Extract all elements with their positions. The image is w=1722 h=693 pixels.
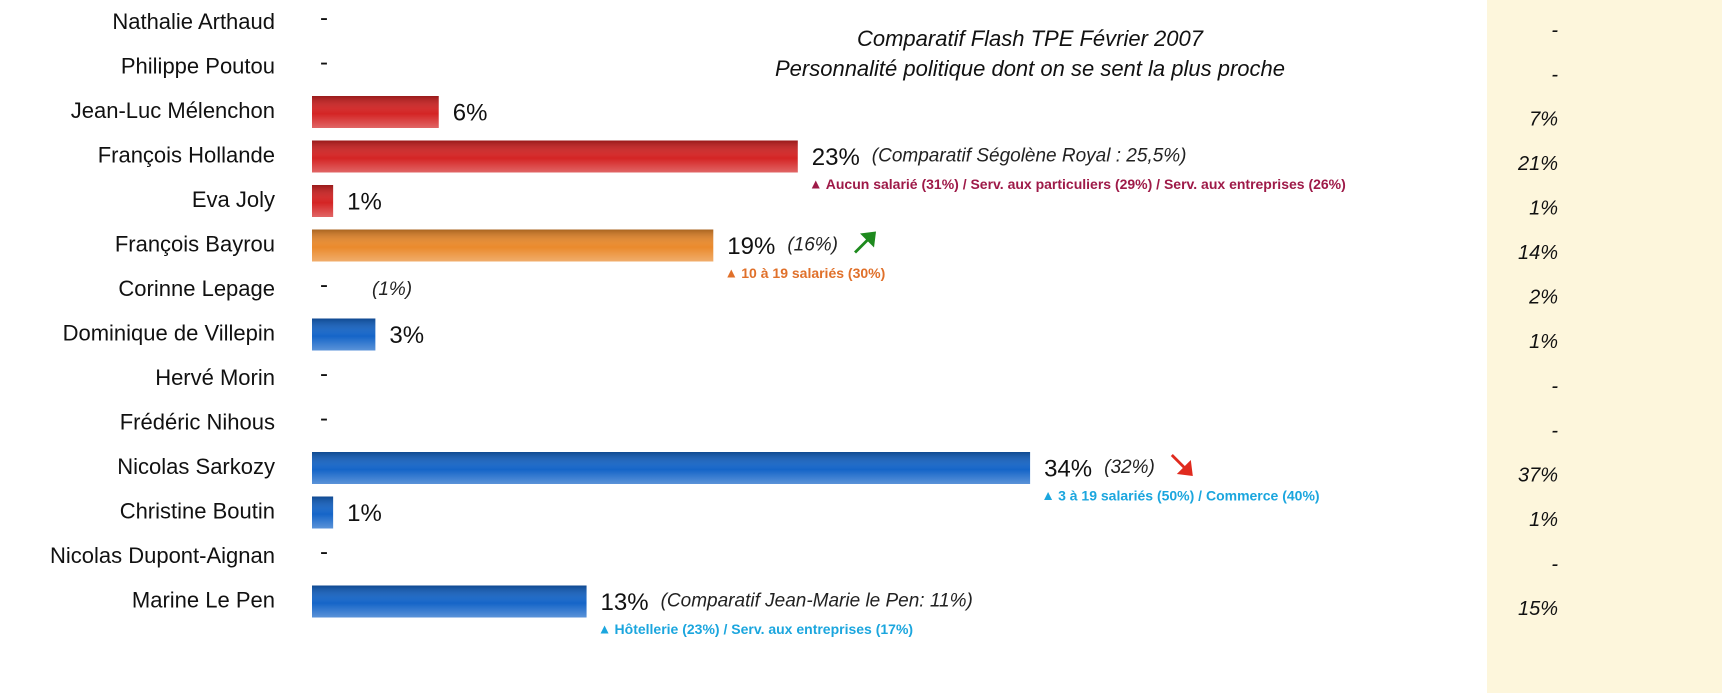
bar-shade: [312, 229, 714, 262]
value-label: -: [320, 4, 328, 31]
trend-arrow-up: [854, 231, 877, 254]
comparison-value: -: [1551, 19, 1558, 41]
note-triangle: [811, 180, 820, 189]
value-label: -: [320, 405, 328, 432]
comparison-value: -: [1551, 375, 1558, 397]
bar-shade: [312, 140, 798, 173]
category-label: Frédéric Nihous: [120, 409, 275, 434]
category-label: Corinne Lepage: [118, 276, 275, 301]
comparison-value: -: [1551, 420, 1558, 442]
category-label: François Bayrou: [115, 231, 275, 256]
value-label: 23%: [812, 144, 860, 171]
bar-shade: [312, 185, 334, 217]
comparison-note: (1%): [372, 279, 412, 300]
value-label: -: [320, 49, 328, 76]
category-label: Jean-Luc Mélenchon: [71, 98, 275, 123]
bar-shade: [312, 318, 376, 351]
category-label: Marine Le Pen: [132, 587, 275, 612]
category-label: Dominique de Villepin: [63, 320, 275, 345]
value-label: 19%: [727, 233, 775, 260]
comparison-note: (32%): [1104, 457, 1155, 478]
value-label: 1%: [347, 500, 382, 527]
comparison-note: (16%): [787, 235, 838, 256]
comparison-value: -: [1551, 553, 1558, 575]
bar-shade: [312, 452, 1031, 484]
value-label: 1%: [347, 188, 382, 215]
note: 10 à 19 salariés (30%): [741, 265, 885, 281]
chart-title: Comparatif Flash TPE Février 2007: [857, 26, 1204, 51]
category-label: Eva Joly: [192, 187, 275, 212]
comparison-value: 21%: [1517, 153, 1558, 175]
value-label: 3%: [389, 322, 424, 349]
category-label: Nathalie Arthaud: [112, 9, 275, 34]
bar-shade: [312, 496, 334, 529]
value-label: -: [320, 538, 328, 565]
comparison-value: 1%: [1529, 509, 1558, 531]
category-label: François Hollande: [98, 142, 275, 167]
value-label: -: [320, 360, 328, 387]
comparison-note: (Comparatif Jean-Marie le Pen: 11%): [661, 591, 973, 612]
value-label: 6%: [453, 99, 488, 126]
comparison-value: 7%: [1529, 108, 1558, 130]
value-label: -: [320, 271, 328, 298]
note: 3 à 19 salariés (50%) / Commerce (40%): [1058, 488, 1319, 504]
category-label: Nicolas Dupont-Aignan: [50, 543, 275, 568]
bar-shade: [312, 96, 439, 128]
note-triangle: [600, 625, 609, 634]
value-label: 34%: [1044, 455, 1092, 482]
category-label: Philippe Poutou: [121, 53, 275, 78]
comparison-value: 2%: [1528, 286, 1558, 308]
category-label: Hervé Morin: [155, 365, 275, 390]
note: Aucun salarié (31%) / Serv. aux particul…: [826, 176, 1346, 192]
note-triangle: [727, 269, 736, 278]
value-label: 13%: [601, 589, 649, 616]
note: Hôtellerie (23%) / Serv. aux entreprises…: [615, 621, 914, 637]
comparison-value: 1%: [1529, 197, 1558, 219]
category-label: Nicolas Sarkozy: [117, 454, 275, 479]
category-label: Christine Boutin: [120, 498, 275, 523]
comparison-value: 1%: [1529, 331, 1558, 353]
comparison-value: 14%: [1518, 242, 1558, 264]
comparison-note: (Comparatif Ségolène Royal : 25,5%): [872, 146, 1187, 167]
comparison-value: 15%: [1518, 598, 1558, 620]
comparison-value: -: [1551, 64, 1558, 86]
note-triangle: [1044, 492, 1053, 500]
comparison-value: 37%: [1518, 464, 1558, 486]
chart-subtitle: Personnalité politique dont on se sent l…: [775, 56, 1285, 81]
bar-shade: [312, 585, 587, 618]
comparison-column: [1487, 0, 1722, 693]
trend-arrow-down: [1170, 454, 1193, 476]
